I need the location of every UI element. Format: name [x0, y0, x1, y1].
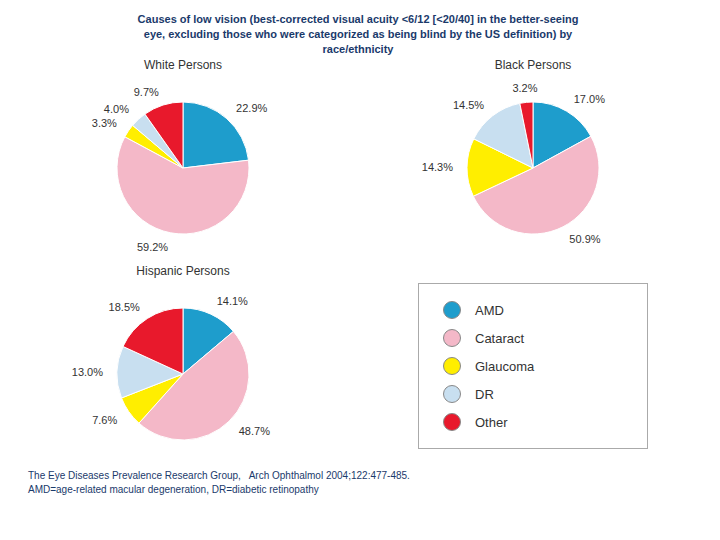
- svg-text:50.9%: 50.9%: [569, 233, 600, 245]
- svg-text:59.2%: 59.2%: [137, 241, 168, 253]
- html-text:eye, excluding those who were: eye, excluding those who were categorize…: [143, 28, 573, 40]
- html-text:The Eye Diseases Prevalence Re: The Eye Diseases Prevalence Research Gro…: [28, 470, 410, 481]
- svg-text:18.5%: 18.5%: [109, 301, 140, 313]
- svg-text:22.9%: 22.9%: [236, 102, 267, 114]
- svg-text:3.2%: 3.2%: [512, 82, 537, 94]
- svg-text:13.0%: 13.0%: [72, 366, 103, 378]
- html-text:Hispanic Persons: Hispanic Persons: [136, 264, 230, 278]
- html-text:DR: DR: [475, 386, 494, 402]
- html-text:Other: Other: [475, 414, 508, 430]
- svg-text:48.7%: 48.7%: [239, 425, 270, 437]
- svg-text:7.6%: 7.6%: [92, 414, 117, 426]
- html-text:Causes of low vision (best-cor: Causes of low vision (best-corrected vis…: [137, 13, 579, 25]
- svg-text:14.3%: 14.3%: [422, 161, 453, 173]
- html-text:White Persons: White Persons: [144, 58, 222, 72]
- html-text:AMD: AMD: [475, 302, 504, 318]
- html-text:Cataract: Cataract: [475, 330, 525, 346]
- svg-text:3.3%: 3.3%: [92, 117, 117, 129]
- html-text:Black Persons: Black Persons: [494, 58, 572, 72]
- svg-text:9.7%: 9.7%: [134, 86, 159, 98]
- svg-text:14.1%: 14.1%: [217, 295, 248, 307]
- html-text:Glaucoma: Glaucoma: [475, 358, 535, 374]
- svg-text:4.0%: 4.0%: [104, 103, 129, 115]
- svg-text:14.5%: 14.5%: [453, 99, 484, 111]
- html-text:race/ethnicity: race/ethnicity: [322, 43, 394, 55]
- svg-text:17.0%: 17.0%: [574, 93, 605, 105]
- html-text:AMD=age-related macular degene: AMD=age-related macular degeneration, DR…: [28, 484, 319, 495]
